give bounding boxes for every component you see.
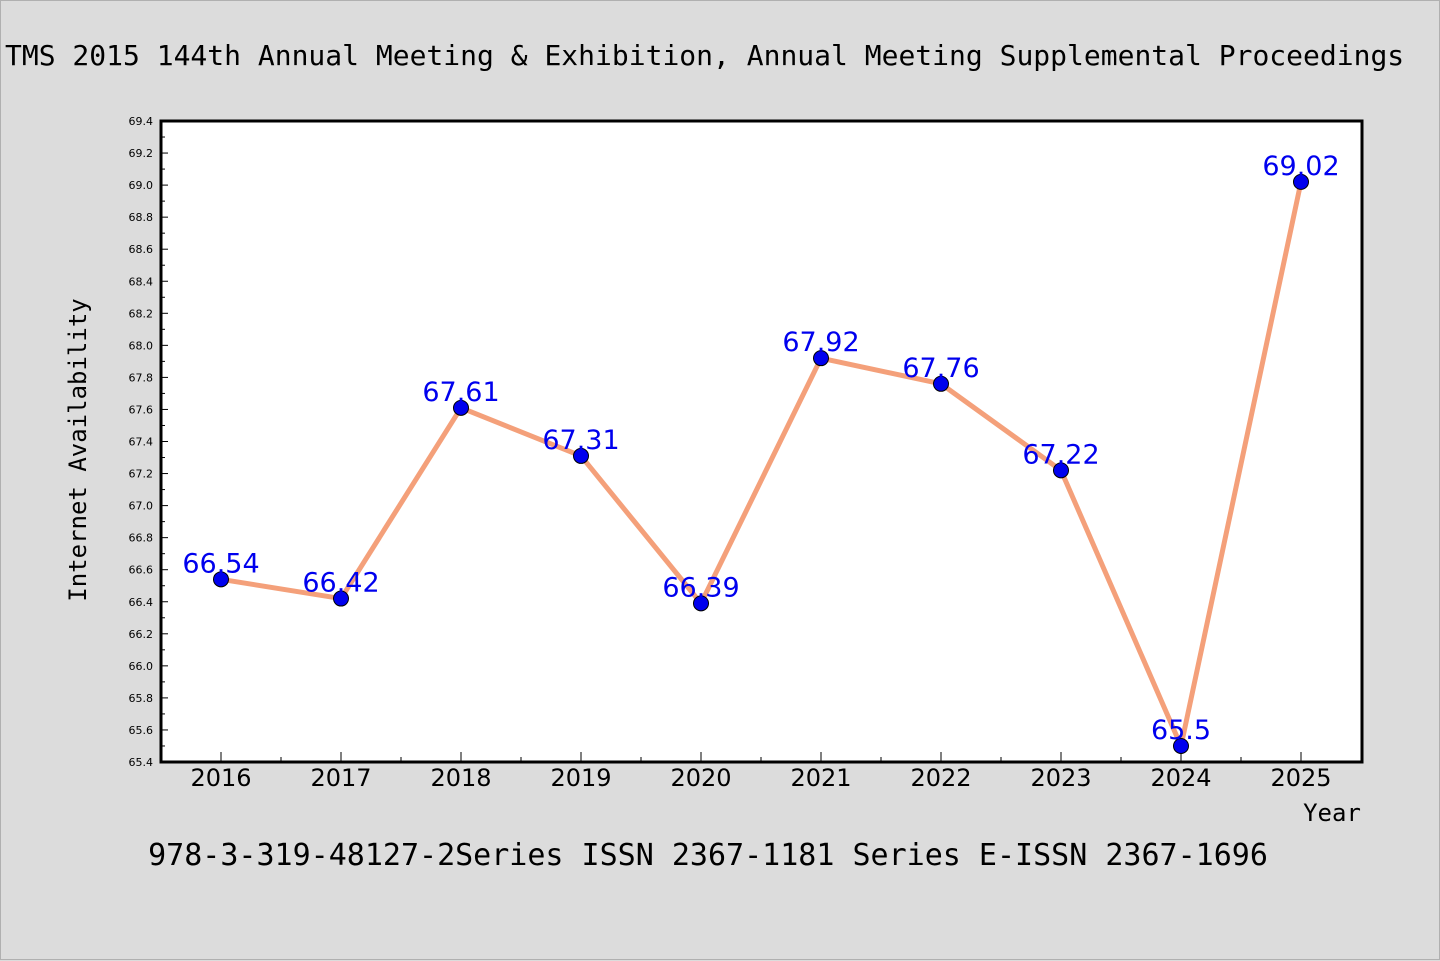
data-label: 67.61: [422, 377, 499, 408]
y-tick-label: 69.2: [129, 147, 154, 160]
data-label: 69.02: [1262, 151, 1339, 182]
x-tick-label: 2024: [1150, 764, 1211, 792]
chart-title: TMS 2015 144th Annual Meeting & Exhibiti…: [5, 39, 1404, 72]
data-label: 66.42: [302, 568, 379, 599]
x-axis-title: Year: [1303, 799, 1361, 827]
x-tick-label: 2021: [790, 764, 851, 792]
y-tick-label: 69.0: [129, 179, 154, 192]
y-tick-label: 68.0: [129, 339, 154, 352]
x-tick-label: 2016: [190, 764, 251, 792]
y-tick-label: 66.8: [129, 532, 154, 545]
data-point: [573, 447, 589, 464]
plot-area: [159, 119, 1364, 764]
y-tick-label: 67.8: [129, 371, 154, 384]
series-line-group: [220, 181, 1304, 749]
data-point: [933, 375, 949, 392]
x-tick-label: 2017: [310, 764, 371, 792]
data-label: 66.54: [182, 548, 259, 579]
x-tick-label: 2018: [430, 764, 491, 792]
y-tick-label: 66.2: [129, 628, 154, 641]
y-tick-label: 67.4: [129, 436, 154, 449]
y-tick-label: 69.4: [129, 115, 154, 128]
x-tick-label: 2022: [910, 764, 971, 792]
y-tick-label: 66.6: [129, 564, 154, 577]
data-label: 67.76: [902, 353, 979, 384]
y-tick-label: 66.0: [129, 660, 154, 673]
y-tick-label: 68.2: [129, 307, 154, 320]
data-point: [1053, 462, 1069, 479]
y-tick-label: 67.6: [129, 403, 154, 416]
x-tick-label: 2020: [670, 764, 731, 792]
y-tick-label: 65.6: [129, 724, 154, 737]
data-point: [333, 590, 349, 607]
series-line: [220, 181, 1304, 749]
data-label: 65.5: [1151, 715, 1211, 746]
y-tick-label: 65.4: [129, 756, 154, 769]
data-point: [1173, 737, 1189, 754]
x-tick-label: 2019: [550, 764, 611, 792]
y-axis-title: Internet Availability: [64, 298, 92, 601]
y-tick-label: 67.2: [129, 468, 154, 481]
y-tick-label: 68.6: [129, 243, 154, 256]
data-label: 66.39: [662, 572, 739, 603]
y-tick-label: 68.8: [129, 211, 154, 224]
data-point: [693, 595, 709, 612]
data-point: [1293, 173, 1309, 190]
data-labels-group: 66.54 66.42 67.61 67.31 66.39 67.92 67.76 67.22…: [182, 151, 1339, 746]
y-tick-label: 67.0: [129, 500, 154, 513]
data-point: [453, 399, 469, 416]
data-label: 67.22: [1022, 439, 1099, 470]
data-point: [813, 350, 829, 367]
y-tick-label: 65.8: [129, 692, 154, 705]
x-tick-label: 2025: [1270, 764, 1331, 792]
footer-isbn-issn: 978-3-319-48127-2Series ISSN 2367-1181 S…: [148, 838, 1268, 873]
data-label: 67.31: [542, 425, 619, 456]
series-markers-group: [213, 173, 1309, 754]
y-axis: 65.4 65.6 65.8 66.0 66.2 66.4 66.6 66.8 67.0 67.2…: [129, 115, 168, 769]
data-label: 67.92: [782, 327, 859, 358]
x-axis: 2016 2017 2018 2019 2020 2021 2022 2023 2024 2025: [190, 752, 1332, 792]
data-point: [213, 571, 229, 588]
x-tick-label: 2023: [1030, 764, 1091, 792]
y-tick-label: 68.4: [129, 275, 154, 288]
y-tick-label: 66.4: [129, 596, 154, 609]
